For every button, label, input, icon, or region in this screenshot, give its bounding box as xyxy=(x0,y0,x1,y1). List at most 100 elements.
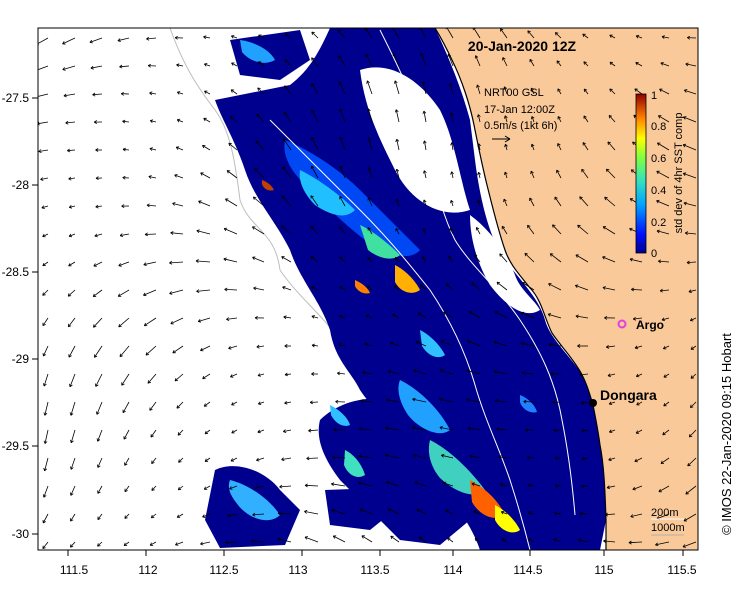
current-vector-head xyxy=(89,39,93,44)
current-vector xyxy=(284,85,292,95)
current-vector xyxy=(439,427,454,431)
current-vector-head xyxy=(583,88,588,93)
current-vector-head xyxy=(466,369,470,373)
current-vector-head xyxy=(450,171,454,175)
current-vector-head xyxy=(690,404,694,408)
current-vector-head xyxy=(581,484,585,489)
current-vector-head xyxy=(364,342,368,347)
current-vector-head xyxy=(583,61,587,65)
current-vector-head xyxy=(252,226,256,230)
current-vector xyxy=(38,93,49,97)
current-vector xyxy=(226,317,238,320)
current-vector xyxy=(229,485,238,490)
current-vector xyxy=(582,142,589,151)
current-vector-head xyxy=(477,143,481,147)
current-vector xyxy=(498,456,508,459)
current-vector-head xyxy=(690,375,695,379)
current-vector-head xyxy=(331,508,335,513)
current-vector xyxy=(284,401,292,404)
current-vector-head xyxy=(196,229,200,233)
current-vector-head xyxy=(202,375,206,380)
current-vector-head xyxy=(223,257,227,262)
current-vector xyxy=(477,199,481,207)
current-vector xyxy=(658,260,670,263)
current-vector xyxy=(606,168,616,179)
map-title: 20-Jan-2020 12Z xyxy=(468,38,577,54)
current-vector-head xyxy=(229,116,234,120)
current-vector xyxy=(394,80,400,95)
current-vector-head xyxy=(447,53,451,58)
current-vector xyxy=(467,340,481,347)
current-vector xyxy=(284,373,292,376)
current-vector-head xyxy=(520,311,525,316)
current-vector xyxy=(607,485,616,489)
current-vector xyxy=(198,200,211,207)
current-vector xyxy=(339,256,346,263)
current-vector-head xyxy=(473,254,478,258)
current-vector-head xyxy=(304,536,308,540)
current-vector xyxy=(424,140,427,151)
current-vector-head xyxy=(448,82,453,87)
current-vector xyxy=(419,536,427,543)
current-vector xyxy=(332,456,346,459)
current-vector xyxy=(602,256,616,263)
current-vector-head xyxy=(632,486,636,491)
current-vector xyxy=(200,345,211,351)
current-vector-head xyxy=(683,116,687,120)
current-vector xyxy=(385,427,400,431)
current-vector xyxy=(445,283,454,291)
current-vector xyxy=(311,31,319,39)
current-vector-head xyxy=(231,430,235,434)
current-vector-head xyxy=(504,171,508,175)
current-vector xyxy=(423,170,427,179)
current-vector xyxy=(553,538,562,543)
current-vector-head xyxy=(421,256,426,260)
current-vector-head xyxy=(556,169,560,174)
current-vector-head xyxy=(149,407,153,411)
current-vector-head xyxy=(606,168,610,173)
current-vector-head xyxy=(148,175,152,179)
current-vector-head xyxy=(337,371,341,376)
current-vector-head xyxy=(338,55,342,59)
current-vector xyxy=(529,59,535,67)
current-vector xyxy=(361,535,373,543)
current-vector-head xyxy=(257,87,261,91)
current-vector xyxy=(493,370,508,375)
argo-marker-icon xyxy=(617,319,627,329)
current-vector-head xyxy=(682,172,687,176)
current-vector-head xyxy=(118,263,122,267)
current-vector xyxy=(609,88,616,95)
current-vector xyxy=(632,485,643,490)
current-vector-head xyxy=(97,490,101,494)
current-vector xyxy=(393,52,400,67)
current-vector xyxy=(339,196,346,207)
current-vector-head xyxy=(579,196,583,200)
current-vector-head xyxy=(230,374,234,378)
current-vector xyxy=(41,205,49,209)
current-vector-head xyxy=(634,458,638,463)
current-vector-head xyxy=(394,256,399,261)
current-vector xyxy=(92,289,103,297)
current-vector-head xyxy=(124,462,128,466)
isobath-legend: 200m 1000m xyxy=(651,507,685,536)
current-vector-head xyxy=(685,62,689,67)
current-vector xyxy=(520,342,535,347)
current-vector-head xyxy=(609,88,613,92)
current-vector xyxy=(223,228,238,235)
current-vector-head xyxy=(257,429,261,434)
current-vector xyxy=(609,61,616,67)
current-vector-head xyxy=(412,425,416,430)
current-vector xyxy=(311,344,319,347)
current-vector xyxy=(385,454,400,459)
current-vector-head xyxy=(122,175,126,180)
current-vector xyxy=(306,457,319,459)
current-vector-head xyxy=(608,429,613,433)
current-vector xyxy=(417,312,427,319)
current-vector-head xyxy=(385,480,390,485)
current-vector xyxy=(283,111,292,123)
current-vector-head xyxy=(530,143,535,148)
current-vector xyxy=(387,370,400,375)
current-vector-head xyxy=(176,91,181,95)
current-vector xyxy=(368,167,373,179)
current-vector xyxy=(606,345,616,348)
